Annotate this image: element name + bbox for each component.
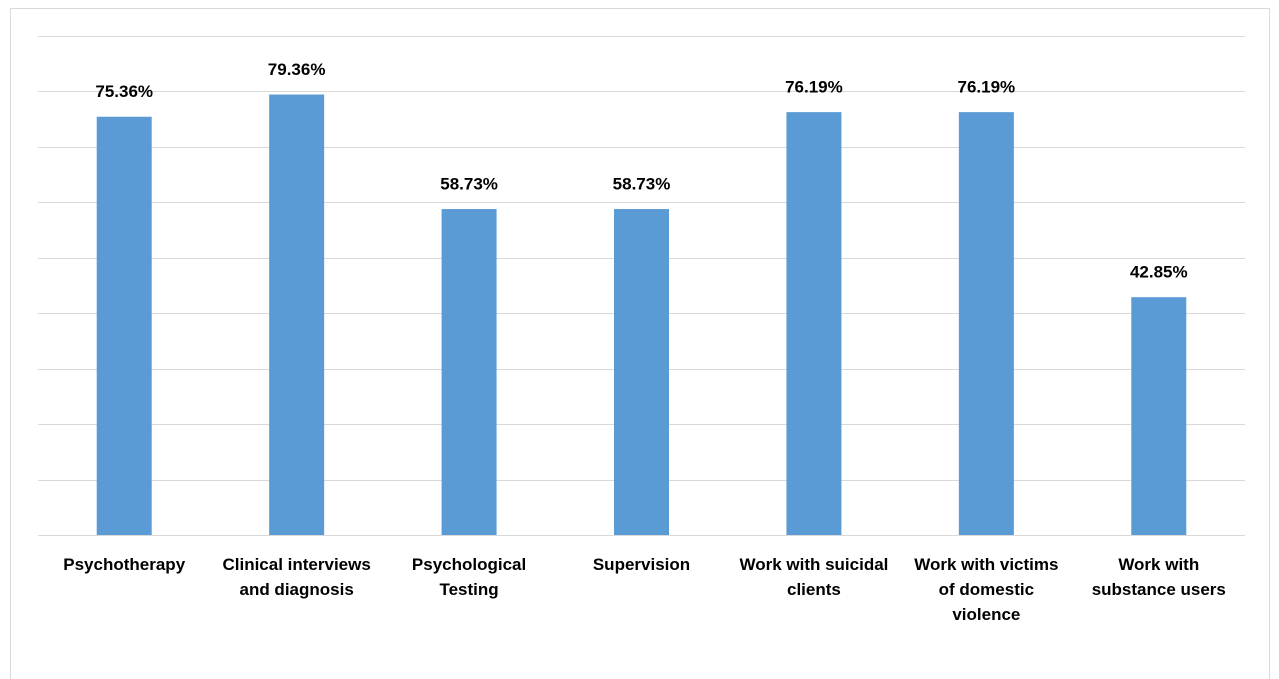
chart-border — [10, 8, 1270, 679]
x-tick-label: Work with substance users — [1092, 555, 1226, 599]
x-tick-label: Work with suicidal clients — [739, 555, 888, 599]
x-tick-label: Psychotherapy — [63, 555, 185, 574]
data-label: 76.19% — [958, 78, 1016, 97]
data-label: 58.73% — [613, 175, 671, 194]
x-tick-label: Supervision — [593, 555, 690, 574]
x-tick-label: Clinical interviews and diagnosis — [222, 555, 370, 599]
bar — [786, 112, 842, 535]
bar — [441, 209, 497, 535]
bar — [269, 94, 325, 535]
x-tick-label: Work with victims of domestic violence — [914, 555, 1058, 624]
data-label: 42.85% — [1130, 263, 1188, 282]
data-label: 58.73% — [440, 175, 498, 194]
data-label: 79.36% — [268, 60, 326, 79]
bar — [614, 209, 669, 535]
bar — [1131, 297, 1187, 535]
bar — [96, 116, 152, 535]
bar — [958, 112, 1014, 535]
data-label: 75.36% — [95, 82, 153, 101]
x-tick-label: Psychological Testing — [412, 555, 526, 599]
data-label: 76.19% — [785, 78, 843, 97]
